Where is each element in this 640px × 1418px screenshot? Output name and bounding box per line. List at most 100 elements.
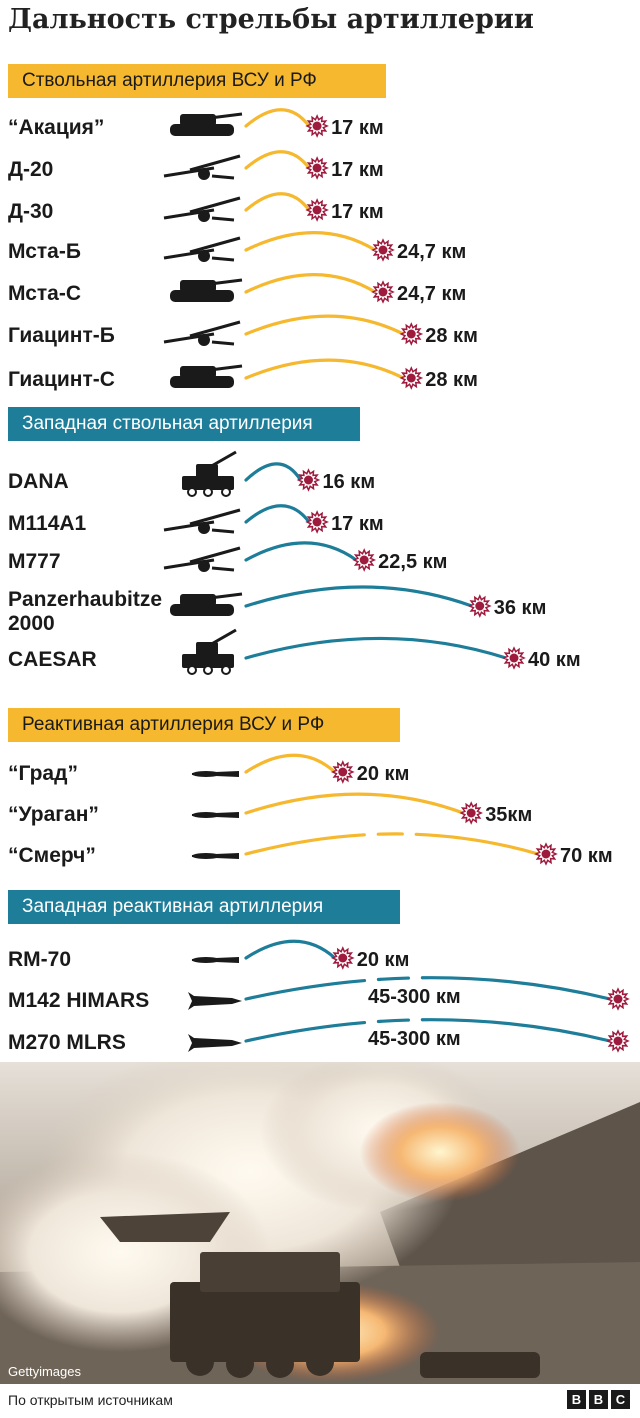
section-header: Западная ствольная артиллерия xyxy=(8,407,360,441)
range-label: 45-300 км xyxy=(368,1028,461,1050)
weapon-label: “Акация” xyxy=(8,116,105,139)
towed-howitzer-icon xyxy=(163,154,241,180)
trajectory-arc xyxy=(244,832,540,856)
bbc-logo-letter: B xyxy=(567,1390,586,1409)
rocket-icon xyxy=(191,852,239,860)
section-header: Реактивная артиллерия ВСУ и РФ xyxy=(8,708,400,742)
sp-gun-icon xyxy=(170,278,243,302)
towed-howitzer-icon xyxy=(163,546,241,572)
impact-burst-icon xyxy=(352,548,377,572)
range-label: 45-300 км xyxy=(368,986,461,1008)
trajectory-arc xyxy=(244,585,474,608)
rocket-launch-photo xyxy=(0,1062,640,1384)
rocket-icon xyxy=(191,811,239,819)
range-label: 28 км xyxy=(425,369,478,391)
trajectory-arc xyxy=(244,636,508,660)
impact-burst-icon xyxy=(606,1029,630,1053)
sp-gun-icon xyxy=(170,112,243,136)
weapon-label: RM-70 xyxy=(8,948,72,971)
rocket-icon xyxy=(191,956,239,964)
missile-icon xyxy=(188,992,242,1010)
sp-gun-icon xyxy=(170,592,243,616)
truck-gun-icon xyxy=(182,628,237,675)
trajectory-layer xyxy=(163,108,630,1053)
towed-howitzer-icon xyxy=(163,508,241,534)
trajectory-arc xyxy=(244,939,337,960)
trajectory-arc xyxy=(244,792,465,815)
range-label: 28 км xyxy=(425,325,478,347)
range-label: 22,5 км xyxy=(378,551,448,573)
impact-burst-icon xyxy=(371,238,395,262)
weapon-label: “Град” xyxy=(8,762,78,785)
trajectory-arc xyxy=(244,358,405,380)
section-header: Ствольная артиллерия ВСУ и РФ xyxy=(8,64,386,98)
trajectory-arc xyxy=(244,462,303,482)
bbc-logo-letter: B xyxy=(589,1390,608,1409)
range-label: 40 км xyxy=(528,649,581,671)
impact-burst-icon xyxy=(459,801,483,825)
trajectory-arc xyxy=(244,1018,612,1043)
trajectory-arc xyxy=(244,231,377,252)
weapon-label: CAESAR xyxy=(8,648,97,671)
range-label: 17 км xyxy=(331,159,384,181)
range-label: 20 км xyxy=(356,949,410,971)
impact-burst-icon xyxy=(399,366,424,390)
weapon-label: Мста-Б xyxy=(8,240,81,263)
impact-burst-icon xyxy=(468,594,492,618)
trajectory-arc xyxy=(244,753,337,774)
towed-howitzer-icon xyxy=(163,196,241,222)
weapon-label: M270 MLRS xyxy=(8,1031,126,1054)
weapon-label: Гиацинт-Б xyxy=(8,324,115,347)
range-label: 17 км xyxy=(331,201,384,223)
weapon-label: Гиацинт-С xyxy=(8,368,115,391)
section-header: Западная реактивная артиллерия xyxy=(8,890,400,924)
trajectory-arc xyxy=(244,108,311,128)
range-label: 70 км xyxy=(560,845,613,867)
page-title: Дальность стрельбы артиллерии xyxy=(8,4,534,35)
weapon-label: M777 xyxy=(8,550,61,573)
range-label: 17 км xyxy=(331,513,384,535)
impact-burst-icon xyxy=(502,646,526,670)
weapon-label: “Смерч” xyxy=(8,844,96,867)
trajectory-arc xyxy=(244,192,311,212)
trajectory-arc xyxy=(244,314,405,336)
weapon-label: Мста-С xyxy=(8,282,82,305)
weapon-label: Panzerhaubitze 2000 xyxy=(8,588,163,635)
weapon-label: “Ураган” xyxy=(8,803,99,826)
missile-icon xyxy=(188,1034,242,1052)
range-label: 35км xyxy=(485,804,533,826)
range-label: 36 км xyxy=(493,597,547,619)
impact-burst-icon xyxy=(606,987,630,1011)
range-label: 24,7 км xyxy=(396,241,467,263)
impact-burst-icon xyxy=(305,156,329,180)
impact-burst-icon xyxy=(534,842,558,866)
rocket-icon xyxy=(191,770,239,778)
trajectory-arc xyxy=(244,541,358,562)
trajectory-arc xyxy=(244,273,377,294)
truck-gun-icon xyxy=(182,450,237,497)
range-label: 17 км xyxy=(331,117,384,139)
range-label: 20 км xyxy=(356,763,410,785)
weapon-label: M114A1 xyxy=(8,512,87,535)
sp-gun-icon xyxy=(170,364,243,388)
impact-burst-icon xyxy=(305,510,329,534)
weapon-label: Д-20 xyxy=(8,158,54,181)
trajectory-arc xyxy=(244,150,311,170)
towed-howitzer-icon xyxy=(163,320,241,346)
weapon-label: Д-30 xyxy=(8,200,54,223)
trajectory-arc xyxy=(244,504,311,524)
impact-burst-icon xyxy=(305,114,329,138)
impact-burst-icon xyxy=(399,322,424,346)
impact-burst-icon xyxy=(296,468,321,492)
impact-burst-icon xyxy=(371,280,395,304)
towed-howitzer-icon xyxy=(163,236,241,262)
range-label: 16 км xyxy=(322,471,376,493)
weapon-label: M142 HIMARS xyxy=(8,989,150,1012)
bbc-logo: B B C xyxy=(567,1390,630,1409)
impact-burst-icon xyxy=(331,760,355,784)
bbc-logo-letter: C xyxy=(611,1390,630,1409)
trajectory-arc xyxy=(244,976,612,1001)
range-label: 24,7 км xyxy=(396,283,467,305)
source-note: По открытым источникам xyxy=(8,1392,173,1408)
impact-burst-icon xyxy=(331,946,355,970)
